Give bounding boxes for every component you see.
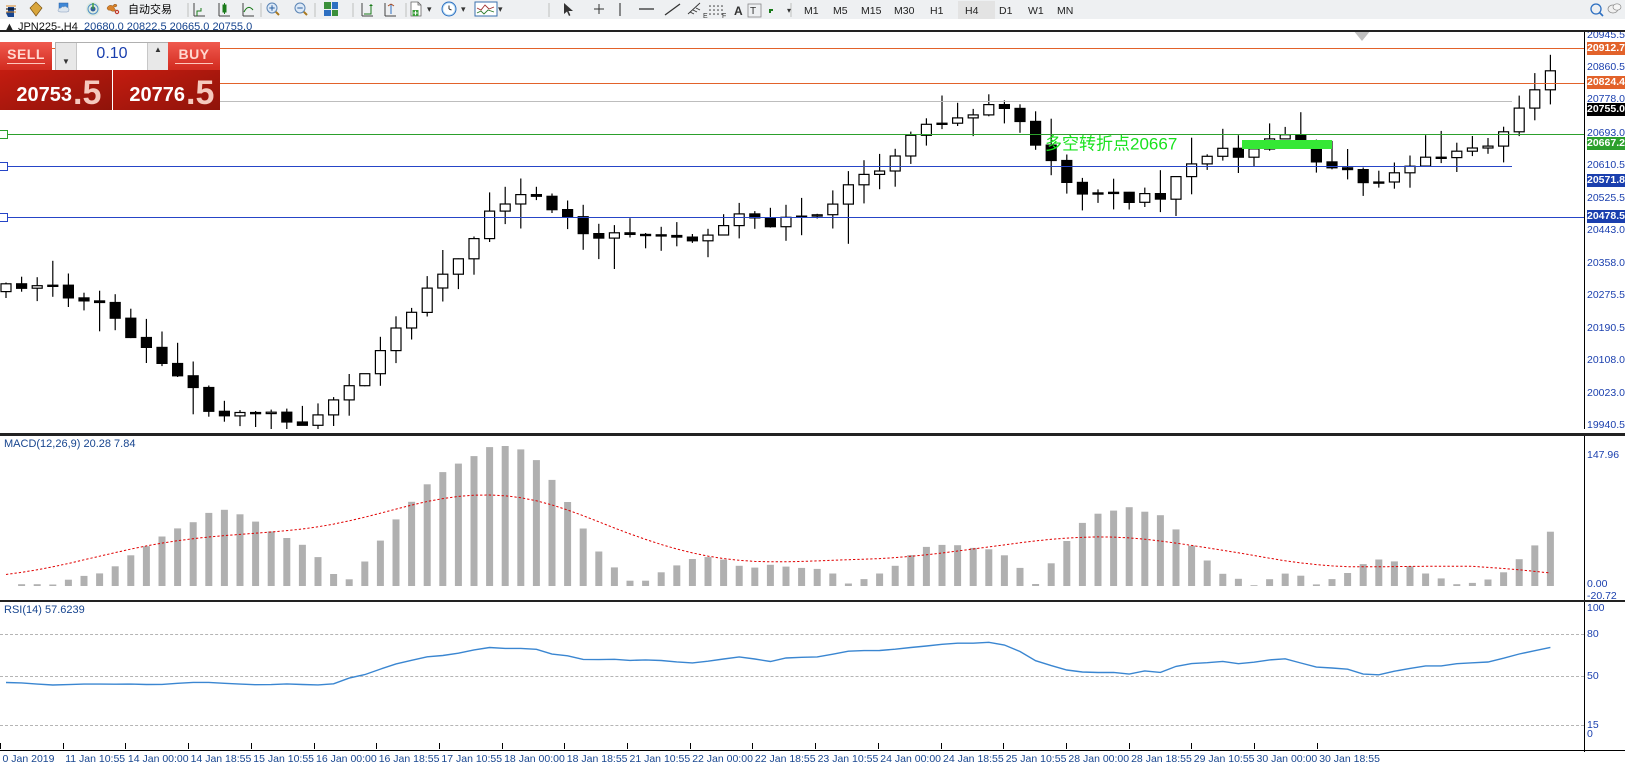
svg-text:▾: ▾: [427, 4, 432, 14]
svg-text:▾: ▾: [498, 4, 503, 14]
svg-text:▾: ▾: [787, 6, 791, 15]
svg-text:E: E: [703, 13, 708, 19]
svg-text:D1: D1: [999, 5, 1013, 17]
svg-text:M5: M5: [833, 5, 848, 17]
svg-text:M1: M1: [804, 5, 819, 17]
svg-text:M30: M30: [894, 5, 915, 17]
svg-text:W1: W1: [1028, 5, 1044, 17]
svg-text:自动交易: 自动交易: [128, 2, 172, 16]
svg-text:A: A: [734, 4, 743, 18]
svg-text:H4: H4: [965, 5, 979, 17]
svg-text:H1: H1: [930, 5, 944, 17]
svg-text:▾: ▾: [461, 4, 466, 14]
svg-text:F: F: [722, 13, 726, 19]
svg-text:MN: MN: [1057, 5, 1073, 17]
svg-text:M15: M15: [861, 5, 882, 17]
svg-text:T: T: [750, 6, 756, 17]
